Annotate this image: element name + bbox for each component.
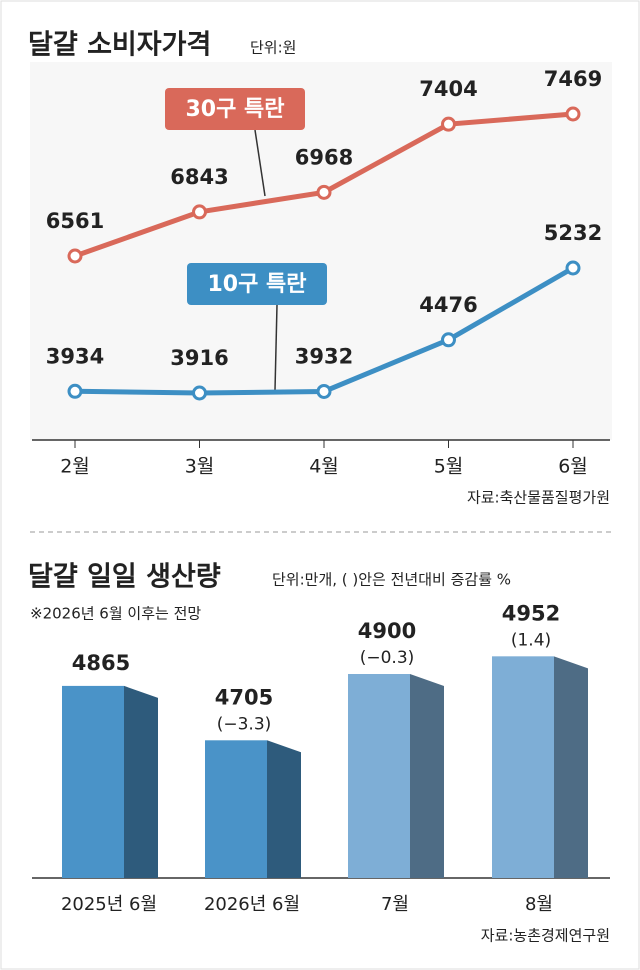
point (192, 204, 207, 220)
point (67, 248, 83, 264)
legend-label: 30구 특란 (186, 97, 285, 122)
data-label: 6843 (170, 165, 228, 189)
point (192, 385, 207, 401)
source: 자료:농촌경제연구원 (481, 927, 610, 945)
point (441, 116, 456, 132)
data-label: 6561 (46, 209, 104, 233)
x-tick-label: 3월 (185, 456, 215, 478)
bar-front (348, 674, 410, 878)
bar-side (554, 656, 588, 878)
data-label: 3934 (46, 344, 104, 368)
change-label: (−0.3) (360, 648, 415, 668)
bar-side (410, 674, 444, 878)
label-pointer (254, 129, 266, 197)
x-tick-label: 2월 (60, 456, 90, 478)
data-label: 4476 (419, 293, 477, 317)
point (316, 184, 332, 200)
source: 자료:축산물품질평가원 (467, 489, 610, 507)
bar-front (492, 656, 554, 878)
legend-box (187, 263, 327, 305)
point (565, 106, 581, 122)
data-label: 3916 (170, 346, 228, 370)
data-label: 7469 (544, 67, 602, 91)
chart-subtitle: 단위:원 (250, 39, 296, 57)
data-label: 4865 (72, 651, 130, 675)
x-tick-label: 7월 (381, 894, 409, 915)
data-label: 4900 (358, 619, 416, 643)
chart-title: 달걀 소비자가격 (28, 30, 211, 61)
data-label: 6968 (295, 145, 353, 169)
data-label: 3932 (295, 344, 353, 368)
point (565, 260, 581, 276)
bar-side (267, 740, 301, 878)
plot-background (30, 62, 612, 440)
bar-side (124, 685, 158, 878)
point (441, 332, 456, 348)
note: ※2026년 6월 이후는 전망 (30, 605, 201, 623)
data-label: 5232 (544, 221, 602, 245)
bar-front (62, 685, 124, 878)
chart-subtitle: 단위:만개, ( )안은 전년대비 증감률 % (272, 571, 511, 589)
legend-label: 10구 특란 (208, 272, 307, 297)
x-tick-label: 8월 (525, 894, 553, 915)
bar-front (205, 740, 267, 878)
point (316, 383, 332, 399)
x-tick-label: 2026년 6월 (204, 894, 300, 915)
point (67, 383, 83, 399)
x-tick-label: 6월 (558, 456, 588, 478)
data-label: 4952 (502, 601, 560, 625)
change-label: (−3.3) (217, 714, 272, 734)
change-label: (1.4) (511, 630, 551, 650)
x-tick-label: 5월 (434, 456, 464, 478)
legend-box (165, 88, 305, 130)
x-tick-label: 4월 (309, 456, 339, 478)
data-label: 4705 (215, 685, 273, 709)
chart-title: 달걀 일일 생산량 (28, 562, 221, 593)
label-pointer (274, 304, 278, 391)
data-label: 7404 (419, 77, 477, 101)
x-tick-label: 2025년 6월 (61, 894, 157, 915)
